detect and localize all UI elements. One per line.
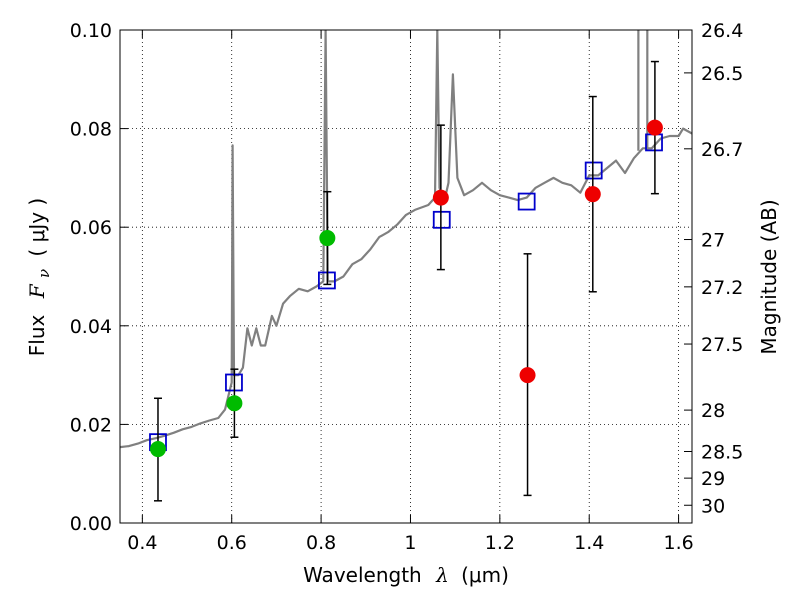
observed-flux-point	[432, 189, 449, 206]
y-tick-label: 0.00	[70, 513, 112, 535]
x-tick-label: 0.8	[306, 532, 336, 554]
y-axis-label-subscript: ν	[35, 269, 53, 278]
model-flux-square	[517, 192, 536, 211]
svg-text:Wavelength λ (μm): Wavelength λ (μm)	[303, 563, 509, 587]
axis-ticks: 0.4 0.6 0.8 1 1.2 1.4 1.6 0.00 0.02 0.04 0.06 0.08 0…	[70, 20, 744, 554]
y-tick-label: 0.10	[70, 20, 112, 42]
observed-flux-point	[149, 441, 166, 458]
x-tick-label: 1	[404, 532, 416, 554]
observed-flux-point	[584, 186, 601, 203]
x-tick-label: 1.2	[485, 532, 515, 554]
y2-tick-label: 30	[701, 495, 725, 517]
y-tick-label: 0.08	[70, 119, 112, 141]
y-tick-label: 0.04	[70, 316, 112, 338]
x-tick-label: 1.4	[574, 532, 604, 554]
plot-frame	[119, 29, 693, 524]
y2-tick-label: 27.5	[701, 334, 743, 356]
svg-text:Flux F ν ( μ: Flux F ν ( μJy )	[25, 198, 54, 356]
y2-tick-label: 28.5	[701, 442, 743, 464]
x-axis-label-text: Wavelength	[303, 563, 422, 587]
model-flux-square	[584, 161, 603, 180]
model-flux-square	[432, 210, 451, 229]
y2-tick-label: 28	[701, 400, 725, 422]
observed-flux-point	[646, 119, 663, 136]
x-tick-label: 1.6	[663, 532, 693, 554]
y-axis-label-unit: ( μJy )	[25, 198, 49, 257]
x-axis-label-unit: (μm)	[461, 563, 509, 587]
y2-tick-label: 27.2	[701, 277, 743, 299]
y2-tick-label: 27	[701, 230, 725, 252]
grid	[120, 29, 692, 524]
y2-axis-label: Magnitude (AB)	[757, 199, 781, 354]
x-tick-label: 0.4	[127, 532, 157, 554]
plot-data	[120, 30, 692, 502]
y-tick-label: 0.02	[70, 414, 112, 436]
y-tick-label: 0.06	[70, 217, 112, 239]
observed-flux-point	[226, 395, 243, 412]
y-axis-label-text: Flux	[25, 314, 49, 356]
y2-tick-label: 29	[701, 468, 725, 490]
observed-flux-point	[319, 230, 336, 247]
y2-tick-label: 26.5	[701, 63, 743, 85]
y-axis-label: Flux F ν ( μJy )	[25, 198, 54, 356]
x-tick-label: 0.6	[217, 532, 247, 554]
x-axis-label-symbol: λ	[435, 563, 449, 587]
x-axis-label: Wavelength λ (μm)	[303, 563, 509, 587]
y2-tick-label: 26.7	[701, 139, 743, 161]
plot-area	[120, 30, 692, 502]
y2-tick-label: 26.4	[701, 20, 743, 42]
y-axis-label-symbol: F	[25, 283, 49, 299]
observed-flux-point	[519, 367, 536, 384]
spectrum-line	[120, 30, 692, 449]
